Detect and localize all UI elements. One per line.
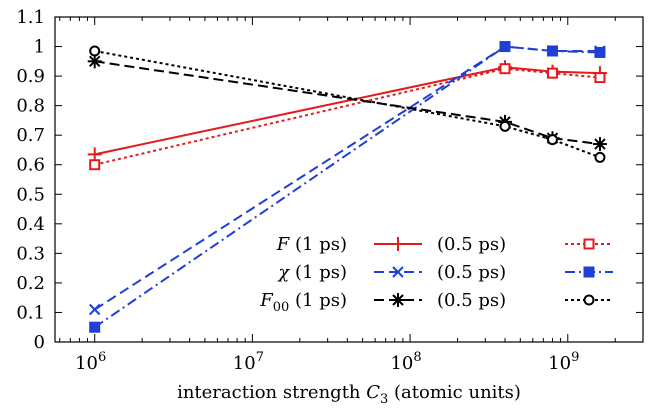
x-tick-label: 106	[75, 350, 106, 374]
data-point	[499, 41, 511, 53]
series-5	[89, 45, 606, 163]
series-layer	[87, 40, 607, 333]
series-2	[89, 40, 606, 316]
series-3	[89, 41, 606, 333]
data-point	[89, 303, 101, 316]
data-point	[546, 45, 558, 57]
y-tick-label: 0.6	[16, 155, 45, 176]
data-point	[594, 151, 606, 163]
legend-marker	[391, 237, 405, 251]
legend-label: χ (1 ps)	[276, 262, 347, 283]
legend-marker	[391, 293, 405, 307]
legend-marker	[583, 238, 595, 250]
data-point	[499, 63, 511, 75]
y-tick-label: 0.8	[16, 96, 45, 117]
series-line	[94, 66, 600, 156]
legend-label: (0.5 ps)	[437, 290, 506, 311]
y-tick-label: 1.1	[16, 7, 45, 28]
data-point	[89, 159, 101, 171]
plot-border	[54, 16, 644, 343]
y-tick-label: 0	[34, 332, 45, 353]
y-tick-label: 0.7	[16, 125, 45, 146]
series-line	[94, 45, 600, 329]
series-0	[87, 60, 607, 162]
data-point	[594, 72, 606, 84]
data-point	[89, 45, 101, 57]
data-point	[87, 54, 102, 69]
x-axis: 106 107 108 109	[59, 17, 644, 374]
legend-label: (0.5 ps)	[437, 262, 506, 283]
data-point	[594, 46, 606, 58]
y-tick-label: 0.1	[16, 302, 45, 323]
legend-label: (0.5 ps)	[437, 234, 506, 255]
y-tick-label: 0.4	[16, 214, 45, 235]
data-point	[89, 321, 101, 333]
plot-area	[54, 16, 644, 343]
data-point	[546, 67, 558, 79]
y-tick-label: 1	[34, 37, 45, 58]
legend-marker	[583, 266, 595, 278]
y-tick-label: 0.3	[16, 243, 45, 264]
series-line	[94, 49, 601, 159]
x-tick-label: 107	[233, 350, 264, 374]
legend-label: F00 (1 ps)	[259, 290, 347, 315]
y-tick-label: 0.5	[16, 184, 45, 205]
x-tick-label: 108	[390, 350, 421, 374]
x-axis-title: interaction strength C3 (atomic units)	[177, 382, 521, 407]
series-line	[94, 60, 601, 146]
series-line	[94, 45, 600, 311]
series-1	[89, 63, 606, 171]
y-tick-label: 0.9	[16, 66, 45, 87]
legend-marker	[392, 266, 404, 278]
y-axis: 0 0.1 0.2 0.3 0.4 0.5 0.6 0.7 0.8 0.9 1 1.1	[16, 7, 643, 353]
y-tick-label: 0.2	[16, 273, 45, 294]
data-point	[592, 137, 607, 152]
series-line	[94, 67, 601, 166]
legend: F (1 ps) (0.5 ps) χ (1 ps) (0.5 ps) F00 (1 p…	[259, 234, 613, 315]
legend-label: F (1 ps)	[276, 234, 347, 255]
data-point	[499, 120, 511, 132]
legend-marker	[583, 294, 595, 306]
data-point	[546, 134, 558, 146]
x-tick-label: 109	[548, 350, 579, 374]
data-point	[87, 147, 102, 162]
